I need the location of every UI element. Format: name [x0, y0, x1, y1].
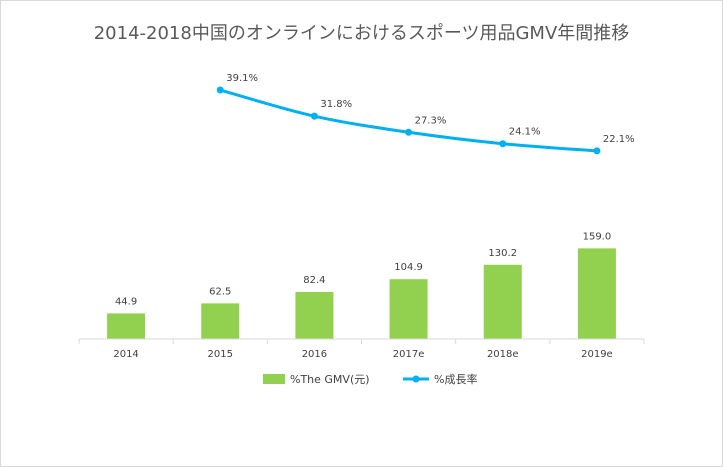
legend-marker-growth: [412, 375, 420, 383]
growth-rate-point: [499, 140, 507, 148]
legend-swatch-gmv: [263, 374, 285, 384]
bar-2014: [107, 313, 146, 339]
growth-rate-label: 24.1%: [509, 127, 541, 138]
growth-rate-point: [310, 112, 318, 120]
x-tick-label: 2015: [208, 349, 233, 360]
bar-2015: [201, 303, 240, 339]
bar-2018e: [483, 264, 522, 339]
growth-rate-label: 39.1%: [226, 73, 258, 84]
x-tick-label: 2018e: [487, 349, 519, 360]
growth-rate-label: 22.1%: [603, 134, 635, 145]
x-axis: 2014 2015 2016 2017e 2018e 2019e: [78, 338, 645, 360]
x-tick-label: 2014: [113, 349, 138, 360]
bar-value-label: 62.5: [209, 286, 231, 297]
bar-value-label: 82.4: [303, 275, 325, 286]
bar-2016: [295, 292, 334, 339]
legend-label-gmv: %The GMV(元): [290, 373, 370, 386]
legend: %The GMV(元) %成長率: [263, 372, 477, 386]
bar-2017e: [389, 279, 428, 339]
legend-label-growth: %成長率: [434, 372, 477, 386]
growth-rate-label: 27.3%: [415, 115, 447, 126]
x-tick-label: 2016: [302, 349, 327, 360]
bar-value-label: 104.9: [394, 262, 423, 273]
bar-2019e: [577, 248, 616, 339]
growth-rate-label: 31.8%: [320, 99, 352, 110]
x-tick-label: 2017e: [393, 349, 425, 360]
bar-value-label: 130.2: [488, 248, 517, 259]
growth-rate-line: [219, 88, 598, 153]
growth-rate-point: [216, 86, 224, 94]
growth-rate-point: [593, 147, 601, 155]
x-tick-label: 2019e: [581, 349, 613, 360]
bar-value-label: 44.9: [115, 296, 137, 307]
line-layer: 39.1% 31.8% 27.3% 24.1% 22.1%: [216, 73, 635, 155]
bar-value-label: 159.0: [583, 231, 612, 242]
growth-rate-point: [405, 128, 413, 136]
chart-title: 2014-2018中国のオンラインにおけるスポーツ用品GMV年間推移: [93, 23, 630, 44]
bars-layer: 44.9 62.5 82.4 104.9 130.2 159.0: [107, 231, 616, 339]
